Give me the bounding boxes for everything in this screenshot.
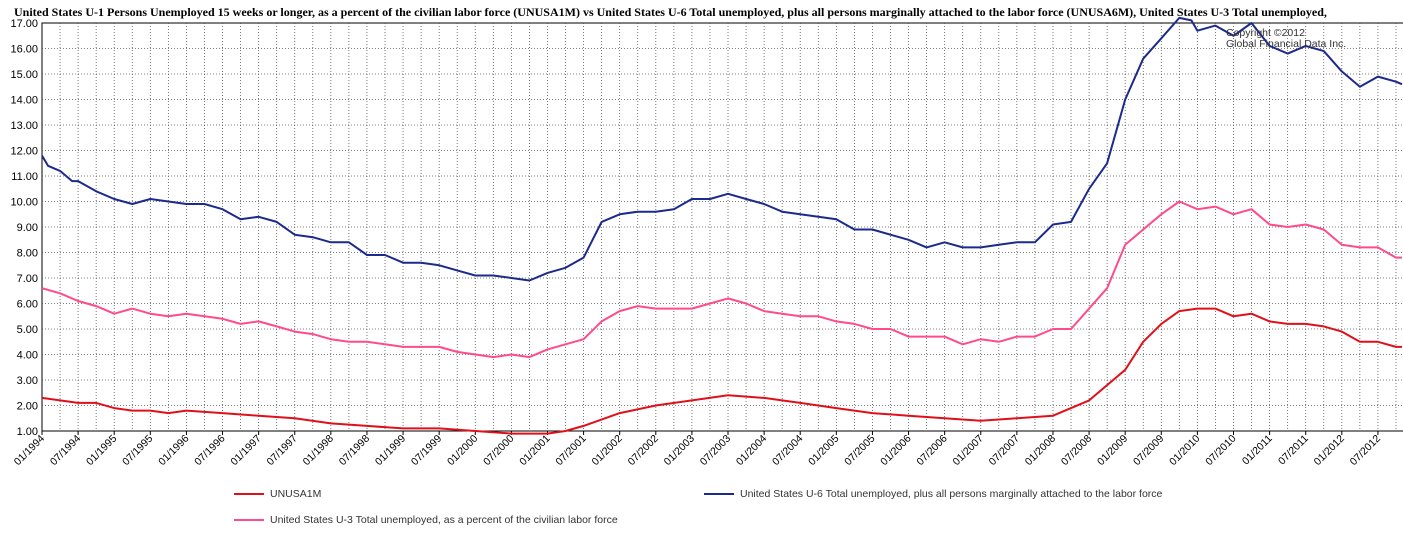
y-tick-label: 12.00 xyxy=(10,146,38,158)
x-tick-label: 07/2010 xyxy=(1203,433,1238,468)
series-line-2 xyxy=(41,200,1402,359)
x-tick-label: 07/2009 xyxy=(1131,433,1166,468)
x-tick-label: 07/2003 xyxy=(698,433,733,468)
y-tick-label: 7.00 xyxy=(17,273,38,285)
y-tick-label: 2.00 xyxy=(17,401,38,413)
legend-item-u6: United States U-6 Total unemployed, plus… xyxy=(704,487,1162,501)
y-tick-label: 17.00 xyxy=(10,18,38,30)
x-tick-label: 01/2009 xyxy=(1095,433,1130,468)
x-tick-label: 01/1998 xyxy=(301,433,336,468)
vertical-gridlines xyxy=(59,23,1397,431)
legend-swatch xyxy=(704,493,734,496)
x-tick-label: 07/2012 xyxy=(1348,433,1383,468)
y-tick-label: 14.00 xyxy=(10,95,38,107)
legend-item-u3: United States U-3 Total unemployed, as a… xyxy=(234,513,618,527)
series-lines xyxy=(41,16,1403,435)
y-tick-label: 8.00 xyxy=(17,248,38,260)
x-tick-label: 01/1996 xyxy=(156,433,191,468)
x-tick-label: 07/1994 xyxy=(48,433,83,468)
x-tick-label: 01/2000 xyxy=(445,433,480,468)
x-tick-label: 01/2012 xyxy=(1312,433,1347,468)
x-tick-label: 07/1999 xyxy=(409,433,444,468)
x-tick-label: 07/2000 xyxy=(481,433,516,468)
series-line-0 xyxy=(41,307,1402,435)
x-tick-label: 07/1997 xyxy=(265,433,300,468)
x-tick-label: 01/2010 xyxy=(1167,433,1202,468)
y-tick-label: 9.00 xyxy=(17,222,38,234)
y-tick-label: 15.00 xyxy=(10,69,38,81)
x-axis-tick-labels: 01/1994 07/1994 01/1995 07/1995 01/1996 07/19… xyxy=(12,431,1383,468)
y-tick-label: 16.00 xyxy=(10,44,38,56)
x-tick-label: 01/1995 xyxy=(84,433,119,468)
y-axis-tick-labels: 1.00 2.00 3.00 4.00 5.00 6.00 7.00 8.00 9.00 10.0… xyxy=(10,18,38,438)
legend-label: United States U-3 Total unemployed, as a… xyxy=(270,514,618,526)
x-tick-label: 07/2005 xyxy=(842,433,877,468)
legend-swatch xyxy=(234,519,264,522)
x-tick-label: 07/2004 xyxy=(770,433,805,468)
legend-item-unusa1m: UNUSA1M xyxy=(234,487,321,501)
x-tick-label: 01/2011 xyxy=(1240,433,1275,468)
copyright-company: Global Financial Data Inc. xyxy=(1226,38,1347,50)
x-tick-label: 07/1998 xyxy=(337,433,372,468)
x-tick-label: 01/2008 xyxy=(1023,433,1058,468)
chart-title: United States U-1 Persons Unemployed 15 … xyxy=(14,5,1327,19)
x-tick-label: 01/2006 xyxy=(878,433,913,468)
copyright-notice: Copyright ©2012 Global Financial Data In… xyxy=(1226,28,1346,50)
x-tick-label: 01/2007 xyxy=(951,433,986,468)
y-tick-label: 13.00 xyxy=(10,120,38,132)
x-tick-label: 07/1996 xyxy=(192,433,227,468)
x-tick-label: 01/2002 xyxy=(589,433,624,468)
x-tick-label: 01/1999 xyxy=(373,433,408,468)
x-tick-label: 07/2002 xyxy=(626,433,661,468)
y-tick-label: 1.00 xyxy=(17,426,38,438)
x-tick-label: 01/2001 xyxy=(517,433,552,468)
x-tick-label: 07/1995 xyxy=(120,433,155,468)
legend-label: United States U-6 Total unemployed, plus… xyxy=(740,488,1163,500)
y-tick-label: 10.00 xyxy=(10,197,38,209)
horizontal-gridlines xyxy=(42,48,1403,406)
x-tick-label: 07/2007 xyxy=(987,433,1022,468)
x-tick-label: 07/2008 xyxy=(1059,433,1094,468)
y-tick-label: 4.00 xyxy=(17,350,38,362)
y-tick-label: 11.00 xyxy=(11,171,38,183)
series-line-1 xyxy=(41,16,1403,282)
copyright-line: Copyright ©2012 xyxy=(1226,27,1305,39)
legend-label: UNUSA1M xyxy=(270,488,322,500)
y-tick-label: 6.00 xyxy=(17,299,38,311)
x-tick-label: 07/2001 xyxy=(553,433,588,468)
legend-swatch xyxy=(234,493,264,496)
x-tick-label: 07/2006 xyxy=(914,433,949,468)
y-tick-label: 5.00 xyxy=(17,324,38,336)
x-tick-label: 01/1997 xyxy=(228,433,263,468)
x-tick-label: 01/2003 xyxy=(662,433,697,468)
x-tick-label: 07/2011 xyxy=(1276,433,1311,468)
y-tick-label: 3.00 xyxy=(17,375,38,387)
x-tick-label: 01/2005 xyxy=(806,433,841,468)
x-tick-label: 01/2004 xyxy=(734,433,769,468)
